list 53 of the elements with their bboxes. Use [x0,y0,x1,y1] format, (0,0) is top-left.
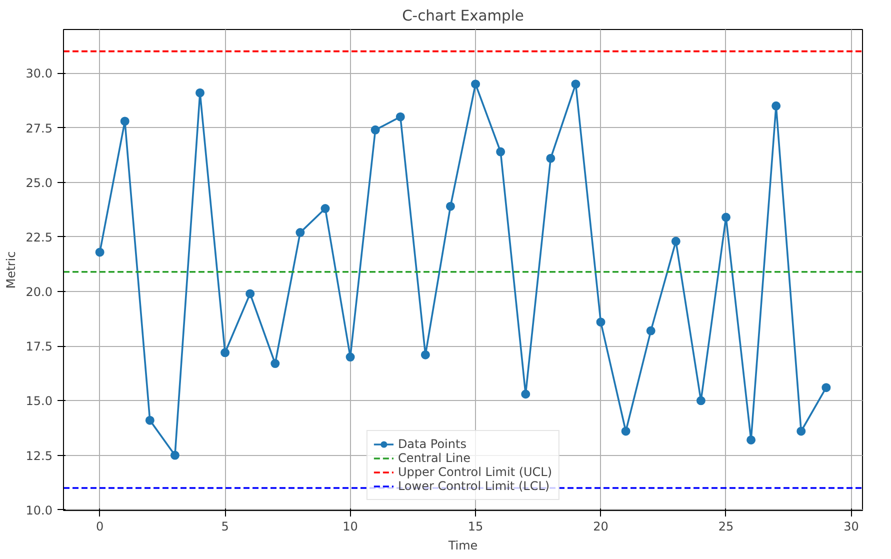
point [196,88,205,98]
y-tick-label: 10.0 [26,503,52,518]
point [471,80,480,89]
point [320,204,330,214]
y-tick-label: 30.0 [26,66,52,81]
y-tick-label: 15.0 [26,394,52,408]
x-tick-label: 5 [221,520,229,534]
y-tick-label: 12.5 [26,448,52,463]
point [370,125,380,134]
legend-label: Central Line [398,451,470,465]
point [270,359,280,368]
x-tick-label: 20 [593,520,608,534]
point [696,396,706,406]
point [546,154,556,163]
y-tick-label: 25.0 [26,176,52,190]
point [671,236,680,246]
x-axis-title: Time [447,538,478,552]
x-tick-label: 15 [468,520,484,534]
y-axis-title: Metric [4,251,18,289]
point [746,435,756,444]
y-tick-label: 17.5 [26,340,52,354]
x-tick-label: 25 [718,520,734,534]
y-tick-label: 22.5 [26,230,52,244]
point [822,383,831,392]
point [446,202,455,211]
point [220,348,230,358]
chart-title: C-chart Example [402,8,524,24]
x-tick-label: 30 [844,520,859,534]
point [246,289,255,298]
point [396,112,405,122]
point [95,248,104,257]
point [521,390,530,399]
y-tick-label: 20.0 [26,285,52,300]
point [796,426,806,436]
point [145,416,154,425]
y-tick-label: 27.5 [26,121,52,136]
point [296,228,305,238]
point [646,326,656,336]
ref-line-label: Lower Control Limit (LCL) [398,479,550,493]
point [596,318,606,327]
point [170,450,180,460]
x-tick-label: 10 [342,520,358,534]
x-tick-label: 0 [96,520,104,534]
point [721,212,730,222]
legend-label: Upper Control Limit (UCL) [398,465,552,479]
point [621,426,630,436]
point [420,350,430,360]
point [772,101,781,110]
point [346,352,355,362]
point [496,147,506,156]
legend-label: Data Points [398,437,466,451]
point [120,116,130,126]
point [571,80,580,89]
